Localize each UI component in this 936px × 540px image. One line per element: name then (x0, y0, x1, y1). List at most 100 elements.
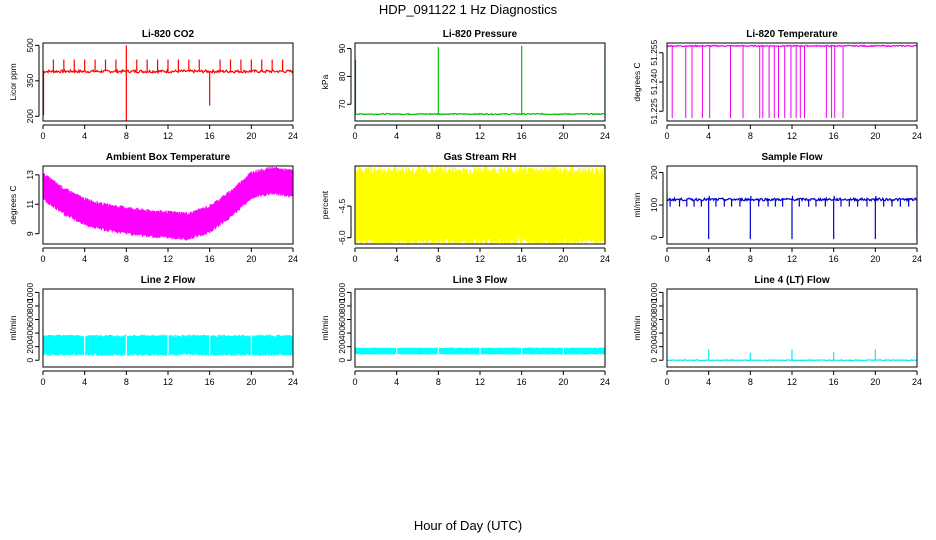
plot-frame (354, 288, 606, 368)
x-tick-label: 0 (352, 254, 357, 264)
chart-series (355, 347, 605, 355)
y-tick-label: 0 (649, 235, 659, 240)
series-line (667, 44, 917, 48)
y-tick-label: 350 (25, 73, 35, 87)
x-tick-label: 16 (517, 377, 527, 387)
x-tick-label: 12 (787, 131, 797, 141)
y-axis-label: degrees C (632, 62, 642, 101)
y-tick-label: 0 (649, 358, 659, 363)
y-tick-label: 400 (25, 326, 35, 340)
y-tick-label: 600 (337, 312, 347, 326)
band-trace (43, 166, 293, 241)
x-tick-label: 8 (748, 377, 753, 387)
y-tick-label: 1000 (337, 283, 347, 302)
chart-series (667, 44, 917, 119)
y-tick-label: 9 (25, 231, 35, 236)
x-tick-label: 0 (664, 131, 669, 141)
x-tick-label: 24 (600, 254, 610, 264)
x-tick-label: 24 (912, 254, 922, 264)
x-tick-label: 20 (246, 254, 256, 264)
x-tick-label: 20 (558, 131, 568, 141)
x-tick-label: 20 (558, 377, 568, 387)
y-axis-label: ml/min (8, 315, 18, 340)
x-tick-label: 4 (82, 377, 87, 387)
x-tick-label: 24 (600, 131, 610, 141)
y-axis-label: ml/min (632, 315, 642, 340)
x-tick-label: 8 (748, 131, 753, 141)
y-axis-label: kPa (320, 74, 330, 89)
x-tick-label: 12 (787, 377, 797, 387)
y-tick-label: 800 (649, 299, 659, 313)
x-tick-label: 12 (475, 377, 485, 387)
y-tick-label: 400 (337, 326, 347, 340)
y-tick-label: 500 (25, 38, 35, 52)
y-tick-label: 400 (649, 326, 659, 340)
chart-panel: 0 4 8 12 16 20 24 0 100 200 ml/min Sample Flow (632, 152, 922, 264)
x-tick-label: 4 (82, 131, 87, 141)
x-tick-label: 20 (870, 131, 880, 141)
plot-frame (354, 165, 606, 245)
chart-series (667, 349, 917, 362)
x-tick-label: 0 (352, 377, 357, 387)
x-tick-label: 20 (870, 377, 880, 387)
series-line (355, 112, 605, 116)
x-tick-label: 12 (163, 377, 173, 387)
x-tick-label: 16 (517, 254, 527, 264)
x-tick-label: 0 (664, 254, 669, 264)
chart-panel: 0 4 8 12 16 20 24 9 11 13 degrees C Ambient Box Tem… (8, 152, 298, 264)
y-tick-label: 800 (25, 299, 35, 313)
x-tick-label: 0 (352, 131, 357, 141)
chart-panel: 0 4 8 12 16 20 24 -4.5 -6.0 percent Gas Stream RH (320, 152, 610, 264)
x-tick-label: 20 (246, 131, 256, 141)
y-tick-label: 200 (649, 339, 659, 353)
y-axis-label: percent (320, 190, 330, 219)
x-tick-label: 24 (912, 131, 922, 141)
x-tick-label: 12 (787, 254, 797, 264)
x-tick-label: 0 (40, 131, 45, 141)
y-tick-label: -6.0 (337, 230, 347, 245)
x-tick-label: 24 (912, 377, 922, 387)
plot-frame (666, 42, 918, 122)
x-tick-label: 8 (124, 131, 129, 141)
x-axis-caption: Hour of Day (UTC) (413, 518, 523, 533)
y-tick-label: 13 (25, 170, 35, 180)
x-tick-label: 16 (517, 131, 527, 141)
plot-frame (42, 42, 294, 122)
chart-title: Ambient Box Temperature (106, 152, 231, 163)
y-tick-label: 600 (25, 312, 35, 326)
x-tick-label: 4 (706, 131, 711, 141)
y-tick-label: 200 (25, 109, 35, 123)
x-tick-label: 8 (436, 131, 441, 141)
y-tick-label: 11 (25, 200, 35, 209)
plot-frame (354, 42, 606, 122)
chart-title: Line 3 Flow (453, 275, 508, 286)
y-tick-label: 0 (25, 358, 35, 363)
plot-frame (42, 288, 294, 368)
x-tick-label: 8 (436, 254, 441, 264)
x-tick-label: 24 (288, 131, 298, 141)
y-tick-label: 51.225 (649, 98, 659, 124)
chart-series (355, 45, 605, 116)
y-tick-label: 80 (337, 71, 347, 81)
chart-title: Gas Stream RH (444, 152, 517, 163)
x-tick-label: 24 (600, 377, 610, 387)
x-tick-label: 20 (870, 254, 880, 264)
y-tick-label: 200 (25, 339, 35, 353)
chart-series (43, 334, 293, 356)
chart-panel: 0 4 8 12 16 20 24 70 80 90 kPa Li-820 Pressure (320, 29, 610, 141)
x-tick-label: 16 (205, 254, 215, 264)
x-tick-label: 16 (829, 131, 839, 141)
chart-panel: 0 4 8 12 16 20 24 51.225 51.240 51.255 degrees C Li… (632, 29, 922, 141)
x-tick-label: 12 (163, 131, 173, 141)
x-tick-label: 16 (205, 131, 215, 141)
y-tick-label: -4.5 (337, 198, 347, 213)
y-tick-label: 100 (649, 198, 659, 212)
x-tick-label: 8 (436, 377, 441, 387)
series-line (43, 68, 293, 75)
plot-frame (42, 165, 294, 245)
x-tick-label: 4 (706, 377, 711, 387)
x-tick-label: 4 (706, 254, 711, 264)
y-tick-label: 1000 (25, 283, 35, 302)
